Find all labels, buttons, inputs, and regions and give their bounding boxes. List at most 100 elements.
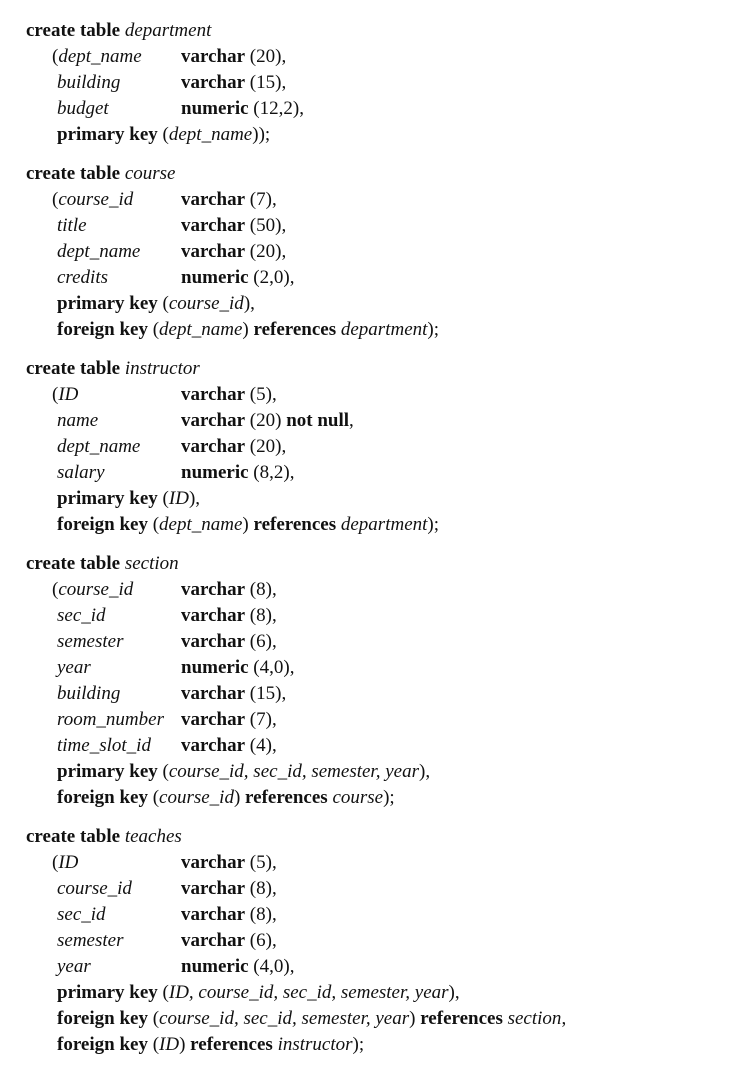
column-type: varchar bbox=[181, 852, 246, 873]
constraint-keyword: primary key bbox=[57, 124, 158, 145]
foreign-key-clause: foreign key (course_id) references cours… bbox=[57, 787, 395, 808]
column-name: title bbox=[57, 215, 87, 236]
column-definition: course_id varchar (8), bbox=[26, 876, 726, 902]
create-table-statement-department: create table department (dept_name varchar… bbox=[26, 18, 726, 148]
referenced-table: course bbox=[332, 787, 384, 808]
column-type-args: (7) bbox=[249, 709, 272, 730]
column-name: building bbox=[57, 72, 121, 93]
column-type-args: (6) bbox=[249, 631, 272, 652]
column-definition: semester varchar (6), bbox=[26, 629, 726, 655]
references-keyword: references bbox=[420, 1008, 503, 1029]
column-type-args: (15) bbox=[249, 683, 282, 704]
column-name-cell: (course_id bbox=[52, 189, 134, 210]
column-type-args: (12,2) bbox=[253, 98, 300, 119]
column-name-cell: credits bbox=[57, 265, 108, 291]
primary-key-clause: primary key (dept_name)); bbox=[57, 124, 271, 145]
create-table-keyword: create table bbox=[26, 163, 121, 184]
column-type: varchar bbox=[181, 384, 246, 405]
references-keyword: references bbox=[253, 514, 337, 535]
create-table-keyword: create table bbox=[26, 358, 121, 379]
table-name: teaches bbox=[124, 826, 182, 847]
column-name: name bbox=[57, 410, 99, 431]
table-name: course bbox=[124, 163, 176, 184]
column-name: ID bbox=[58, 384, 79, 405]
constraint-columns: ID, course_id, sec_id, semester, year bbox=[168, 982, 449, 1003]
constraint-keyword: foreign key bbox=[57, 787, 148, 808]
create-table-line: create table teaches bbox=[26, 824, 726, 850]
column-definition: time_slot_id varchar (4), bbox=[26, 733, 726, 759]
create-table-keyword: create table bbox=[26, 20, 121, 41]
create-table-line: create table section bbox=[26, 551, 726, 577]
column-type-args: (4,0) bbox=[253, 657, 290, 678]
create-table-line: create table department bbox=[26, 18, 726, 44]
table-name: instructor bbox=[124, 358, 200, 379]
constraint-columns: ID bbox=[159, 1034, 180, 1055]
column-type: varchar bbox=[181, 46, 246, 67]
column-type-args: (15) bbox=[249, 72, 282, 93]
column-name-cell: title bbox=[57, 213, 87, 239]
foreign-key-clause: foreign key (ID) references instructor); bbox=[57, 1034, 365, 1055]
column-name: sec_id bbox=[57, 904, 106, 925]
column-type-cell: varchar (8), bbox=[181, 605, 277, 626]
column-definition: salary numeric (8,2), bbox=[26, 460, 726, 486]
column-definition: building varchar (15), bbox=[26, 70, 726, 96]
column-name: year bbox=[57, 956, 91, 977]
foreign-key-clause: foreign key (dept_name) references depar… bbox=[57, 319, 440, 340]
column-name: course_id bbox=[57, 878, 132, 899]
column-type-args: (4,0) bbox=[253, 956, 290, 977]
primary-key-clause: primary key (course_id, sec_id, semester… bbox=[57, 761, 431, 782]
column-definition: sec_id varchar (8), bbox=[26, 603, 726, 629]
column-type: varchar bbox=[181, 735, 246, 756]
referenced-table: section bbox=[507, 1008, 562, 1029]
column-type-args: (5) bbox=[249, 852, 272, 873]
create-table-statement-section: create table section (course_id varchar (8… bbox=[26, 551, 726, 811]
column-name-cell: year bbox=[57, 954, 91, 980]
column-type: varchar bbox=[181, 683, 246, 704]
column-definition: credits numeric (2,0), bbox=[26, 265, 726, 291]
create-table-line: create table instructor bbox=[26, 356, 726, 382]
column-name: dept_name bbox=[57, 241, 141, 262]
column-definition: (dept_name varchar (20), bbox=[26, 44, 726, 70]
column-name-cell: room_number bbox=[57, 707, 164, 733]
column-type-cell: varchar (20), bbox=[181, 46, 287, 67]
column-type: numeric bbox=[181, 98, 249, 119]
create-table-statement-instructor: create table instructor (ID varchar (5), na… bbox=[26, 356, 726, 538]
column-type-args: (7) bbox=[249, 189, 272, 210]
column-type-cell: varchar (8), bbox=[181, 904, 277, 925]
references-keyword: references bbox=[190, 1034, 273, 1055]
column-type-args: (20) bbox=[249, 241, 282, 262]
column-type-args: (20) bbox=[249, 410, 282, 431]
column-name-cell: name bbox=[57, 408, 98, 434]
column-name-cell: (ID bbox=[52, 384, 79, 405]
foreign-key-clause: foreign key (course_id, sec_id, semester… bbox=[57, 1008, 567, 1029]
constraint-keyword: foreign key bbox=[57, 319, 148, 340]
column-type: varchar bbox=[181, 709, 246, 730]
column-name: time_slot_id bbox=[57, 735, 151, 756]
column-type-cell: varchar (5), bbox=[181, 852, 277, 873]
column-type: varchar bbox=[181, 241, 246, 262]
column-constraint: not null bbox=[286, 410, 350, 431]
column-type-args: (20) bbox=[249, 436, 282, 457]
constraint-columns: dept_name bbox=[159, 514, 243, 535]
column-definition: dept_name varchar (20), bbox=[26, 434, 726, 460]
constraint-columns: course_id bbox=[168, 293, 244, 314]
column-type-args: (8) bbox=[249, 904, 272, 925]
foreign-key-clause: foreign key (dept_name) references depar… bbox=[57, 514, 440, 535]
column-definition: (course_id varchar (7), bbox=[26, 187, 726, 213]
column-name: ID bbox=[58, 852, 79, 873]
column-name-cell: building bbox=[57, 681, 120, 707]
column-type-cell: varchar (20), bbox=[181, 241, 287, 262]
column-type: varchar bbox=[181, 930, 246, 951]
column-definition: (course_id varchar (8), bbox=[26, 577, 726, 603]
column-definition: year numeric (4,0), bbox=[26, 954, 726, 980]
column-type-args: (8) bbox=[249, 579, 272, 600]
column-type-cell: varchar (4), bbox=[181, 735, 277, 756]
column-name-cell: dept_name bbox=[57, 239, 140, 265]
column-name-cell: semester bbox=[57, 629, 123, 655]
column-type-cell: varchar (6), bbox=[181, 930, 277, 951]
ddl-document: create table department (dept_name varchar… bbox=[26, 18, 726, 1071]
column-type-args: (8,2) bbox=[253, 462, 290, 483]
constraint-keyword: foreign key bbox=[57, 514, 148, 535]
references-keyword: references bbox=[245, 787, 328, 808]
column-name: dept_name bbox=[57, 436, 141, 457]
